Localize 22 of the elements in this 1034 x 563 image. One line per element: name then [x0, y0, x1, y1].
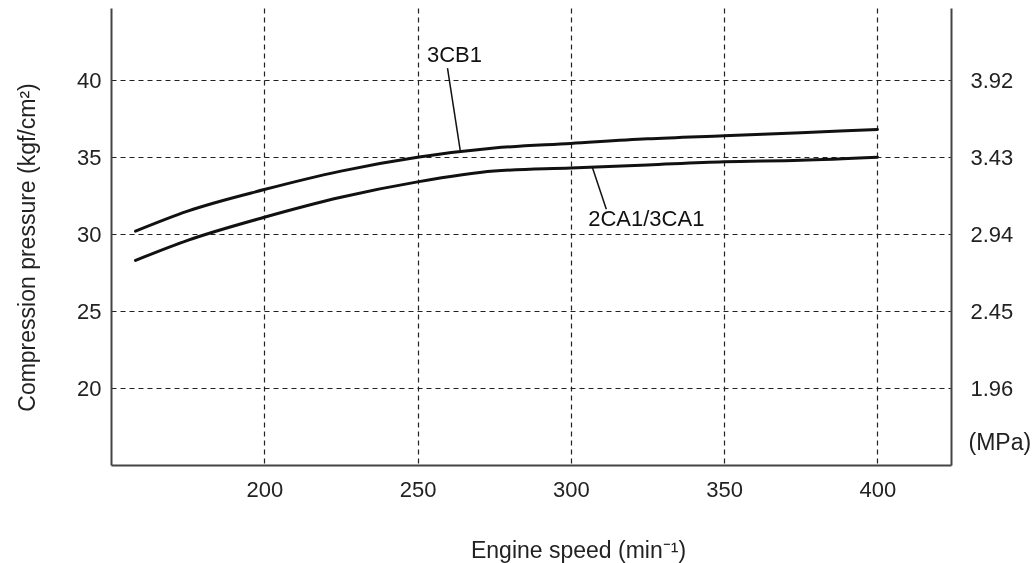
x-tick-label: 350	[706, 476, 743, 502]
y2-tick-label: 1.96	[970, 375, 1014, 401]
y2-tick-label: 3.92	[970, 67, 1014, 93]
text: 3CB1	[426, 42, 483, 68]
y2-tick-label: 2.94	[970, 221, 1014, 247]
line-series	[134, 128, 879, 233]
x-tick-label: 200	[246, 476, 284, 502]
y2-tick-label: 3.43	[970, 144, 1014, 170]
y2-tick-label: 2.45	[970, 298, 1014, 324]
x-axis-title: Engine speed (min⁻¹)	[470, 536, 687, 563]
line-series	[134, 155, 879, 262]
y-tick-label: 35	[77, 144, 102, 170]
x-tick-label: 250	[399, 476, 437, 502]
y-tick-label: 40	[77, 67, 102, 93]
y-tick-label: 25	[77, 298, 102, 324]
x-tick-label: 400	[859, 476, 897, 502]
x-tick-label: 300	[552, 476, 590, 502]
legend-label: 2CA1/3CA1	[588, 206, 705, 232]
y2-axis-title: (MPa)	[968, 428, 1032, 455]
y-axis-title: Compression pressure (kgf/cm²)	[13, 83, 40, 412]
y-tick-label: 20	[77, 375, 102, 401]
y-tick-label: 30	[77, 221, 102, 247]
